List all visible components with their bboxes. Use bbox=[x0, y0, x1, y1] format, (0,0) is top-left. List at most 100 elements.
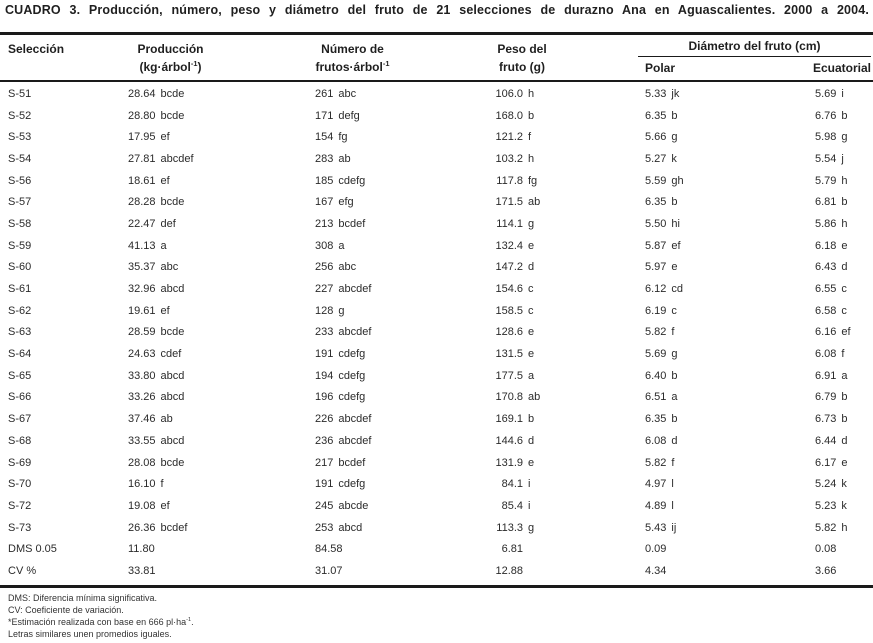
peso-value: 132.4 bbox=[495, 239, 523, 252]
ecuatorial-value: 6.44 bbox=[815, 434, 837, 447]
ecuatorial-letters: h bbox=[841, 174, 848, 187]
cell-diametro-ecuatorial: 6.16 ef bbox=[815, 326, 873, 338]
produccion-letters: ef bbox=[160, 499, 170, 512]
cell-diametro-ecuatorial: 6.76 b bbox=[815, 110, 873, 122]
produccion-letters: bcde bbox=[160, 326, 185, 339]
polar-value: 5.82 bbox=[645, 456, 667, 469]
table-row: S-62 19.61 ef 128 g 158.5 c 6.19 c 6.58 c bbox=[8, 300, 873, 322]
polar-value: 5.27 bbox=[645, 152, 667, 165]
polar-letters: f bbox=[671, 326, 675, 339]
cell-seleccion: S-64 bbox=[8, 348, 32, 361]
produccion-value: 28.59 bbox=[128, 326, 156, 339]
produccion-letters: bcdef bbox=[160, 521, 188, 534]
polar-letters: g bbox=[671, 348, 678, 361]
numero-value: 253 bbox=[315, 521, 334, 534]
cell-seleccion: S-62 bbox=[8, 304, 32, 317]
numero-value: 185 bbox=[315, 174, 334, 187]
numero-letters: abcdef bbox=[338, 434, 372, 447]
cell-peso-fruto: 128.6 e bbox=[485, 326, 645, 338]
ecuatorial-value: 6.16 bbox=[815, 326, 837, 339]
produccion-value: 33.80 bbox=[128, 369, 156, 382]
cell-diametro-ecuatorial: 3.66 bbox=[815, 565, 873, 577]
polar-value: 6.19 bbox=[645, 304, 667, 317]
produccion-letters: ab bbox=[160, 413, 173, 426]
cell-produccion: 26.36 bcdef bbox=[128, 522, 315, 534]
polar-value: 5.87 bbox=[645, 239, 667, 252]
produccion-value: 37.46 bbox=[128, 413, 156, 426]
polar-letters: cd bbox=[671, 283, 684, 296]
cell-numero-frutos: 245 abcde bbox=[315, 500, 485, 512]
column-header-seleccion: Selección bbox=[8, 42, 65, 56]
cell-seleccion: S-52 bbox=[8, 109, 32, 122]
numero-value: 213 bbox=[315, 217, 334, 230]
numero-unit-superscript: -1 bbox=[382, 59, 390, 68]
ecuatorial-value: 6.08 bbox=[815, 348, 837, 361]
footnote-letras: Letras similares unen promedios iguales. bbox=[8, 629, 172, 639]
cell-seleccion: CV % bbox=[8, 564, 37, 577]
polar-letters: l bbox=[671, 499, 674, 512]
table-row: S-59 41.13 a 308 a 132.4 e 5.87 ef 6.18 e bbox=[8, 235, 873, 257]
cell-diametro-ecuatorial: 6.91 a bbox=[815, 370, 873, 382]
numero-letters: a bbox=[338, 239, 345, 252]
peso-value: 131.5 bbox=[495, 348, 523, 361]
ecuatorial-value: 5.24 bbox=[815, 478, 837, 491]
produccion-value: 18.61 bbox=[128, 174, 156, 187]
polar-letters: b bbox=[671, 109, 678, 122]
cell-diametro-ecuatorial: 6.55 c bbox=[815, 283, 873, 295]
cell-peso-fruto: 106.0 h bbox=[485, 88, 645, 100]
numero-letters: bcdef bbox=[338, 217, 366, 230]
produccion-letters: ef bbox=[160, 304, 170, 317]
header-rule-divider bbox=[0, 80, 873, 82]
cell-diametro-polar: 6.35 b bbox=[645, 196, 815, 208]
cell-diametro-ecuatorial: 6.58 c bbox=[815, 305, 873, 317]
produccion-letters: abc bbox=[160, 261, 179, 274]
column-header-peso-line1: Peso del bbox=[497, 42, 547, 56]
peso-value: 121.2 bbox=[495, 131, 523, 144]
cell-diametro-polar: 5.82 f bbox=[645, 457, 815, 469]
cell-diametro-polar: 5.69 g bbox=[645, 348, 815, 360]
peso-letters: c bbox=[528, 304, 534, 317]
cell-produccion: 32.96 abcd bbox=[128, 283, 315, 295]
produccion-letters: f bbox=[160, 478, 164, 491]
polar-value: 5.97 bbox=[645, 261, 667, 274]
peso-letters: h bbox=[528, 87, 535, 100]
numero-value: 84.58 bbox=[315, 543, 343, 556]
produccion-value: 26.36 bbox=[128, 521, 156, 534]
polar-value: 4.89 bbox=[645, 499, 667, 512]
cell-numero-frutos: 226 abcdef bbox=[315, 413, 485, 425]
cell-diametro-polar: 5.66 g bbox=[645, 131, 815, 143]
cell-diametro-ecuatorial: 5.23 k bbox=[815, 500, 873, 512]
cell-produccion: 28.80 bcde bbox=[128, 110, 315, 122]
peso-value: 117.8 bbox=[496, 174, 523, 187]
produccion-letters: ef bbox=[160, 131, 170, 144]
cell-seleccion: S-60 bbox=[8, 261, 32, 274]
table-row: S-73 26.36 bcdef 253 abcd 113.3 g 5.43 ij 5.… bbox=[8, 517, 873, 539]
peso-value: 85.4 bbox=[501, 499, 523, 512]
cell-diametro-ecuatorial: 6.08 f bbox=[815, 348, 873, 360]
produccion-letters: abcd bbox=[160, 434, 185, 447]
numero-letters: abcd bbox=[338, 521, 363, 534]
peso-value: 113.3 bbox=[496, 521, 523, 534]
cell-diametro-ecuatorial: 6.18 e bbox=[815, 240, 873, 252]
cell-diametro-polar: 5.87 ef bbox=[645, 240, 815, 252]
polar-letters: b bbox=[671, 196, 678, 209]
cell-peso-fruto: 131.9 e bbox=[485, 457, 645, 469]
peso-letters: e bbox=[528, 239, 535, 252]
peso-letters: a bbox=[528, 369, 535, 382]
produccion-value: 19.08 bbox=[128, 499, 156, 512]
ecuatorial-value: 5.23 bbox=[815, 499, 837, 512]
cell-diametro-ecuatorial: 6.81 b bbox=[815, 196, 873, 208]
cell-numero-frutos: 191 cdefg bbox=[315, 348, 485, 360]
cell-diametro-polar: 5.97 e bbox=[645, 261, 815, 273]
cell-peso-fruto: 154.6 c bbox=[485, 283, 645, 295]
cell-numero-frutos: 233 abcdef bbox=[315, 326, 485, 338]
ecuatorial-letters: b bbox=[841, 391, 848, 404]
column-header-produccion-unit: (kg·árbol-1) bbox=[118, 58, 223, 76]
polar-value: 5.82 bbox=[645, 326, 667, 339]
polar-value: 4.97 bbox=[645, 478, 667, 491]
cell-seleccion: S-58 bbox=[8, 217, 32, 230]
produccion-letters: ef bbox=[160, 174, 170, 187]
cell-diametro-polar: 5.33 jk bbox=[645, 88, 815, 100]
table-row: S-66 33.26 abcd 196 cdefg 170.8 ab 6.51 a 6.… bbox=[8, 387, 873, 409]
numero-value: 191 bbox=[315, 348, 334, 361]
